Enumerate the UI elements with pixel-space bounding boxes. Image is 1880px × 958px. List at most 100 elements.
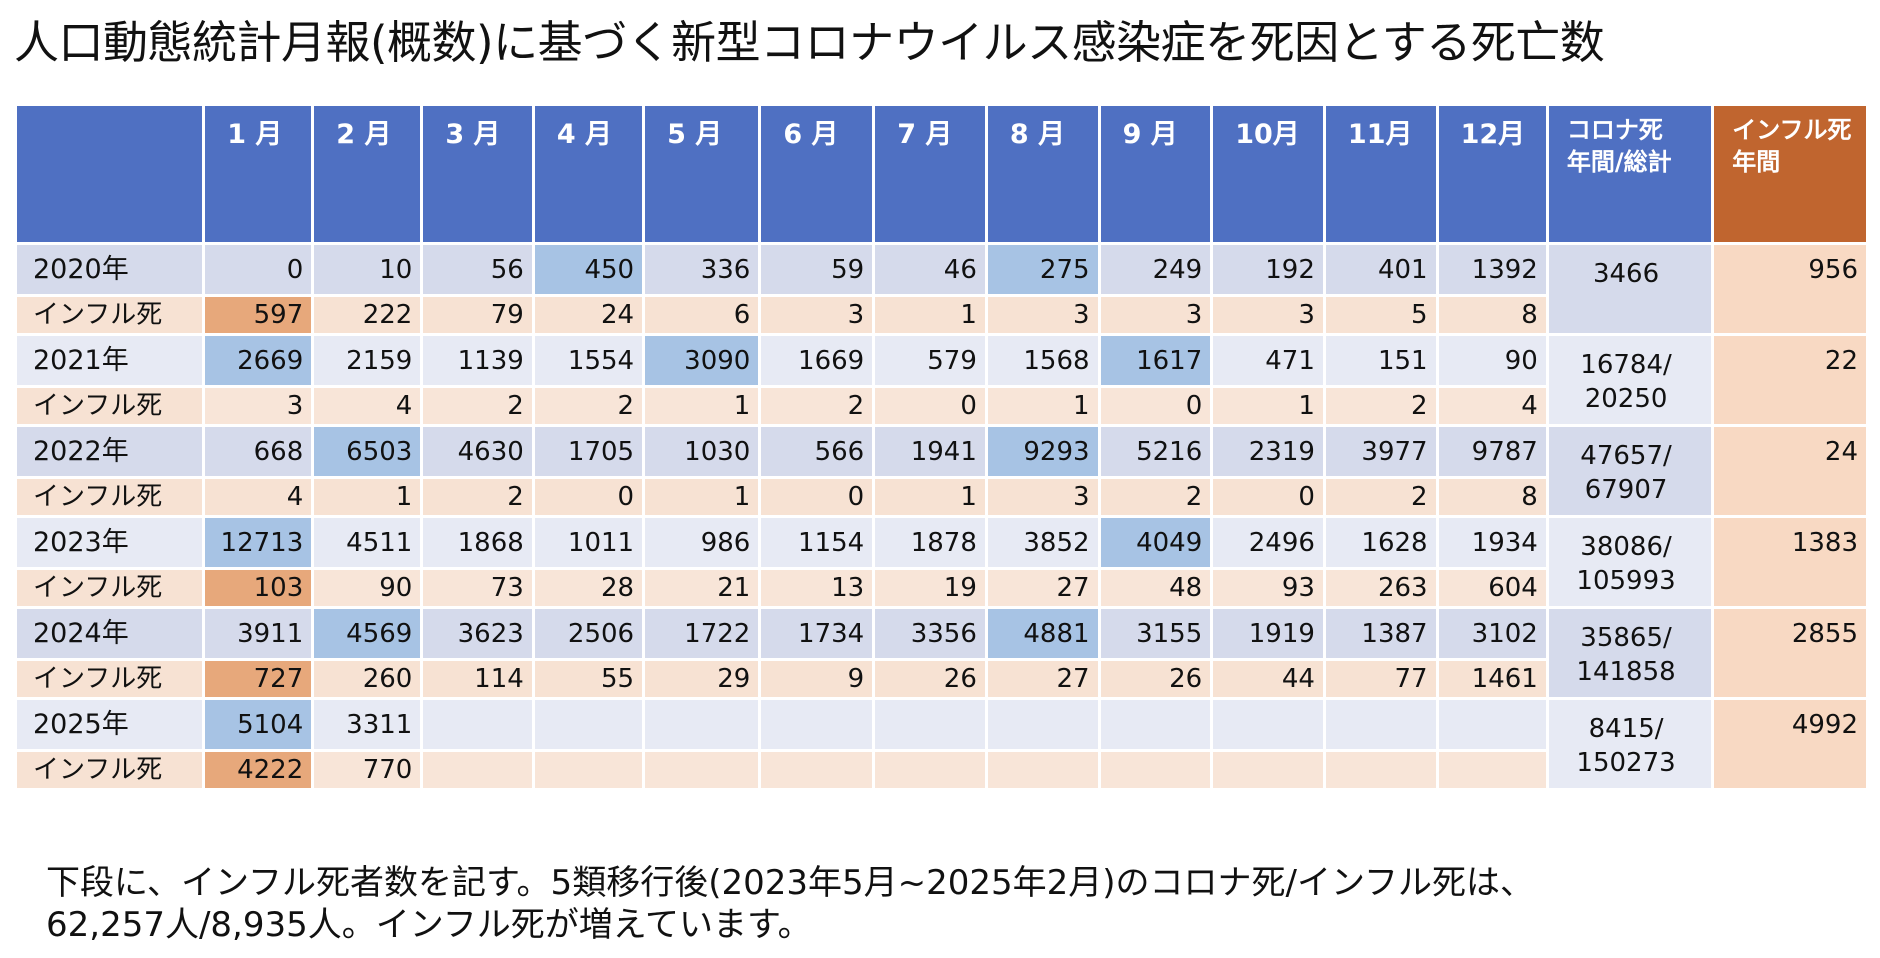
flu-month-cell: 727 (202, 658, 315, 700)
covid-month-cell: 3155 (1097, 606, 1214, 661)
header-month-9: 9 月 (1097, 103, 1214, 245)
covid-row: 2025年 5104 3311 8415/150273 4992 (13, 697, 1869, 791)
flu-row-label: インフル死 (13, 567, 206, 609)
flu-month-cell: 1 (984, 385, 1101, 427)
header-month-11: 11月 (1322, 103, 1439, 245)
covid-row: 2020年 0 10 56 450 336 59 46 275 249 192 401 1392 3466… (13, 242, 1869, 336)
covid-month-cell: 249 (1097, 242, 1214, 297)
covid-month-cell: 471 (1210, 333, 1326, 388)
flu-row: インフル死 727 260 114 55 29 9 26 27 26 44 77 1461 (13, 658, 1868, 700)
covid-month-cell (1435, 697, 1549, 752)
covid-month-cell: 2319 (1210, 424, 1326, 479)
covid-total-line1: 38086/ (1580, 532, 1672, 562)
flu-month-cell: 3 (984, 294, 1101, 336)
covid-month-cell: 3977 (1322, 424, 1439, 479)
flu-month-cell: 1 (872, 476, 988, 518)
flu-month-cell: 2 (758, 385, 876, 427)
covid-month-cell: 9293 (984, 424, 1101, 479)
flu-month-cell: 0 (758, 476, 876, 518)
covid-total-cell: 16784/20250 (1545, 333, 1715, 427)
flu-month-cell: 0 (1097, 385, 1214, 427)
header-month-3: 3 月 (420, 103, 535, 245)
header-month-10: 10月 (1210, 103, 1326, 245)
flu-month-cell: 604 (1435, 567, 1549, 609)
flu-month-cell: 3 (984, 476, 1101, 518)
year-label: 2025年 (13, 697, 206, 752)
flu-month-cell: 8 (1435, 294, 1549, 336)
covid-month-cell: 1011 (531, 515, 646, 570)
covid-total-line1: 8415/ (1588, 714, 1664, 744)
flu-month-cell: 222 (311, 294, 424, 336)
covid-month-cell: 59 (758, 242, 876, 297)
covid-total-line2: 150273 (1576, 748, 1676, 778)
flu-month-cell: 1 (1210, 385, 1326, 427)
year-label: 2023年 (13, 515, 206, 570)
flu-month-cell: 9 (758, 658, 876, 700)
covid-month-cell: 1392 (1435, 242, 1549, 297)
covid-month-cell: 2159 (311, 333, 424, 388)
flu-month-cell: 4 (202, 476, 315, 518)
flu-row: インフル死 4222 770 (13, 749, 1868, 791)
covid-month-cell (984, 697, 1101, 752)
flu-month-cell: 5 (1322, 294, 1439, 336)
flu-total-cell: 22 (1711, 333, 1869, 427)
covid-month-cell: 1568 (984, 333, 1101, 388)
covid-month-cell: 986 (642, 515, 762, 570)
flu-month-cell: 2 (1322, 476, 1439, 518)
year-label: 2022年 (13, 424, 206, 479)
covid-month-cell: 90 (1435, 333, 1549, 388)
covid-month-cell (872, 697, 988, 752)
covid-month-cell: 1554 (531, 333, 646, 388)
covid-month-cell: 4569 (311, 606, 424, 661)
flu-month-cell: 21 (642, 567, 762, 609)
covid-month-cell: 668 (202, 424, 315, 479)
flu-month-cell: 4222 (202, 749, 315, 791)
flu-month-cell: 26 (872, 658, 988, 700)
covid-month-cell: 1722 (642, 606, 762, 661)
covid-month-cell: 0 (202, 242, 315, 297)
flu-month-cell: 1 (311, 476, 424, 518)
flu-month-cell: 3 (758, 294, 876, 336)
covid-month-cell (531, 697, 646, 752)
covid-month-cell: 1154 (758, 515, 876, 570)
flu-month-cell: 48 (1097, 567, 1214, 609)
flu-month-cell (984, 749, 1101, 791)
covid-month-cell: 4881 (984, 606, 1101, 661)
covid-month-cell: 5216 (1097, 424, 1214, 479)
flu-month-cell: 3 (1097, 294, 1214, 336)
flu-month-cell (1322, 749, 1439, 791)
flu-month-cell: 2 (1322, 385, 1439, 427)
covid-month-cell: 1934 (1435, 515, 1549, 570)
flu-month-cell: 8 (1435, 476, 1549, 518)
covid-month-cell: 2496 (1210, 515, 1326, 570)
flu-row: インフル死 597 222 79 24 6 3 1 3 3 3 5 8 (13, 294, 1868, 336)
covid-month-cell: 1705 (531, 424, 646, 479)
covid-month-cell: 401 (1322, 242, 1439, 297)
covid-month-cell: 1628 (1322, 515, 1439, 570)
covid-month-cell: 3623 (420, 606, 535, 661)
flu-month-cell: 24 (531, 294, 646, 336)
flu-month-cell: 597 (202, 294, 315, 336)
flu-month-cell: 2 (420, 385, 535, 427)
flu-month-cell: 0 (1210, 476, 1326, 518)
covid-row: 2022年 668 6503 4630 1705 1030 566 1941 9293 5216 2… (13, 424, 1869, 518)
flu-month-cell: 260 (311, 658, 424, 700)
header-corner (13, 103, 206, 245)
covid-month-cell: 579 (872, 333, 988, 388)
flu-month-cell: 28 (531, 567, 646, 609)
flu-month-cell: 2 (420, 476, 535, 518)
flu-month-cell: 4 (311, 385, 424, 427)
covid-month-cell: 1139 (420, 333, 535, 388)
covid-month-cell: 151 (1322, 333, 1439, 388)
flu-month-cell (1210, 749, 1326, 791)
year-label: 2020年 (13, 242, 206, 297)
covid-month-cell: 1030 (642, 424, 762, 479)
flu-month-cell: 2 (531, 385, 646, 427)
flu-month-cell: 26 (1097, 658, 1214, 700)
flu-month-cell: 44 (1210, 658, 1326, 700)
covid-row: 2023年 12713 4511 1868 1011 986 1154 1878 3852 404… (13, 515, 1869, 609)
flu-month-cell: 263 (1322, 567, 1439, 609)
flu-row: インフル死 103 90 73 28 21 13 19 27 48 93 263 604 (13, 567, 1868, 609)
flu-month-cell: 1 (642, 385, 762, 427)
flu-month-cell: 19 (872, 567, 988, 609)
